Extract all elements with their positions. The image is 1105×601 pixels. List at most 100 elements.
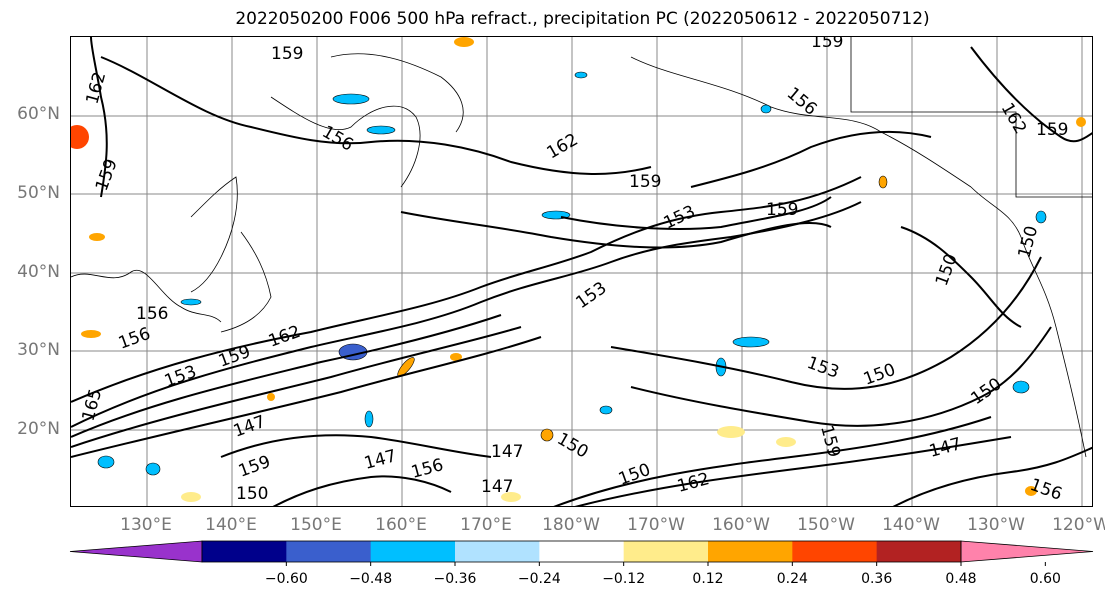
precip-blob xyxy=(760,104,772,114)
precip-blob xyxy=(1012,380,1030,394)
precip-blob xyxy=(181,492,201,502)
lat-label-30n: 30°N xyxy=(17,340,60,360)
lon-label-140w: 140°W xyxy=(882,515,940,535)
precip-blob xyxy=(366,125,396,135)
contour-line xyxy=(400,211,832,249)
colorbar-segment xyxy=(286,541,372,562)
lon-label-160e: 160°E xyxy=(375,515,427,535)
lon-label-130e: 130°E xyxy=(120,515,172,535)
contour-line xyxy=(71,176,862,403)
colorbar-tick-label: 0.60 xyxy=(1029,571,1061,587)
precip-blob xyxy=(81,330,101,338)
lat-label-60n: 60°N xyxy=(17,104,60,124)
lon-label-130w: 130°W xyxy=(967,515,1025,535)
precip-blob xyxy=(540,428,554,442)
coastline-kamchatka xyxy=(270,96,421,188)
precip-blob xyxy=(450,353,462,361)
contour-line xyxy=(71,326,522,448)
precip-blob xyxy=(599,405,613,415)
contour-label: 147 xyxy=(481,477,513,497)
colorbar-segment xyxy=(370,541,456,562)
contour-line xyxy=(970,46,1092,143)
colorbar-tick-label: 0.48 xyxy=(945,571,977,587)
lon-label-180w: 180°W xyxy=(542,515,600,535)
colorbar-segment xyxy=(708,541,793,562)
contour-line xyxy=(690,130,932,188)
colorbar-tick-label: −0.48 xyxy=(349,571,393,587)
precip-blob xyxy=(1076,117,1086,127)
lat-label-50n: 50°N xyxy=(17,183,60,203)
lon-label-150w: 150°W xyxy=(797,515,855,535)
lon-label-140e: 140°E xyxy=(205,515,257,535)
coastline-chukotka xyxy=(330,53,464,133)
colorbar-segments xyxy=(69,540,1094,563)
precip-blob xyxy=(180,298,202,306)
precip-blob xyxy=(97,455,115,469)
contour-label: 159 xyxy=(629,172,661,192)
precip-blob xyxy=(878,175,888,189)
precip-blob xyxy=(454,37,474,47)
contour-label: 147 xyxy=(491,442,523,462)
precip-blob xyxy=(732,336,770,348)
precipitation-shading xyxy=(71,37,1086,502)
colorbar-tick-label: −0.24 xyxy=(517,571,561,587)
colorbar-tick-label: 0.12 xyxy=(692,571,724,587)
contour-line xyxy=(90,37,108,198)
lon-label-170e: 170°E xyxy=(460,515,512,535)
colorbar-extend-low xyxy=(69,540,203,563)
colorbar-tick-label: −0.12 xyxy=(602,571,646,587)
colorbar-tick-label: −0.36 xyxy=(433,571,477,587)
contour-line xyxy=(220,434,492,458)
colorbar-ticks xyxy=(285,562,1046,566)
lat-label-40n: 40°N xyxy=(17,262,60,282)
colorbar-tick-label: 0.36 xyxy=(861,571,893,587)
contour-label: 159 xyxy=(1036,120,1068,140)
coastline-asia xyxy=(71,269,222,323)
contour-label: 159 xyxy=(766,200,798,220)
precip-blob xyxy=(1025,486,1037,496)
coastline-japan xyxy=(220,231,272,333)
contour-line xyxy=(272,475,452,506)
contour-line xyxy=(610,256,1042,390)
contour-line xyxy=(900,226,1022,328)
lon-label-120w: 120°W xyxy=(1052,515,1105,535)
contour-label: 156 xyxy=(136,304,168,324)
coastlines xyxy=(71,37,1092,458)
precip-blob xyxy=(1035,210,1047,224)
border-alaska-canada xyxy=(850,37,1092,198)
contour-line xyxy=(560,196,832,230)
colorbar-tick-label: −0.60 xyxy=(264,571,308,587)
precip-blob xyxy=(332,93,370,105)
coastline-alaska xyxy=(630,56,972,188)
coastline-na-west xyxy=(970,186,1087,458)
precip-blob xyxy=(776,437,796,447)
colorbar-tick-label: 0.24 xyxy=(776,571,808,587)
precip-blob xyxy=(71,125,89,149)
contour-label: 159 xyxy=(811,37,843,52)
contour-line xyxy=(574,436,1012,506)
coastline-sakhalin xyxy=(190,176,238,293)
colorbar-segment xyxy=(539,541,625,562)
colorbar-segment xyxy=(623,541,709,562)
colorbar-extend-high xyxy=(960,540,1094,563)
precip-blob xyxy=(145,462,161,476)
contour-line xyxy=(100,56,652,175)
contour-line xyxy=(630,326,1052,427)
colorbar-outline xyxy=(201,540,962,563)
precip-blob xyxy=(501,492,521,502)
contour-label: 159 xyxy=(271,44,303,64)
precip-blob xyxy=(574,71,588,79)
map-panel: 159 162 159 156 159 162 159 156 162 159 … xyxy=(70,36,1093,507)
lat-label-20n: 20°N xyxy=(17,419,60,439)
precip-blob xyxy=(364,410,374,428)
colorbar-segment xyxy=(202,541,287,562)
lon-label-170w: 170°W xyxy=(627,515,685,535)
contour-line xyxy=(71,336,542,458)
map-canvas: 159 162 159 156 159 162 159 156 162 159 … xyxy=(71,37,1092,506)
precip-blob xyxy=(717,426,745,438)
contour-line xyxy=(71,314,502,438)
contour-line xyxy=(553,416,992,506)
precip-blob xyxy=(267,393,275,401)
colorbar-segment xyxy=(455,541,540,562)
